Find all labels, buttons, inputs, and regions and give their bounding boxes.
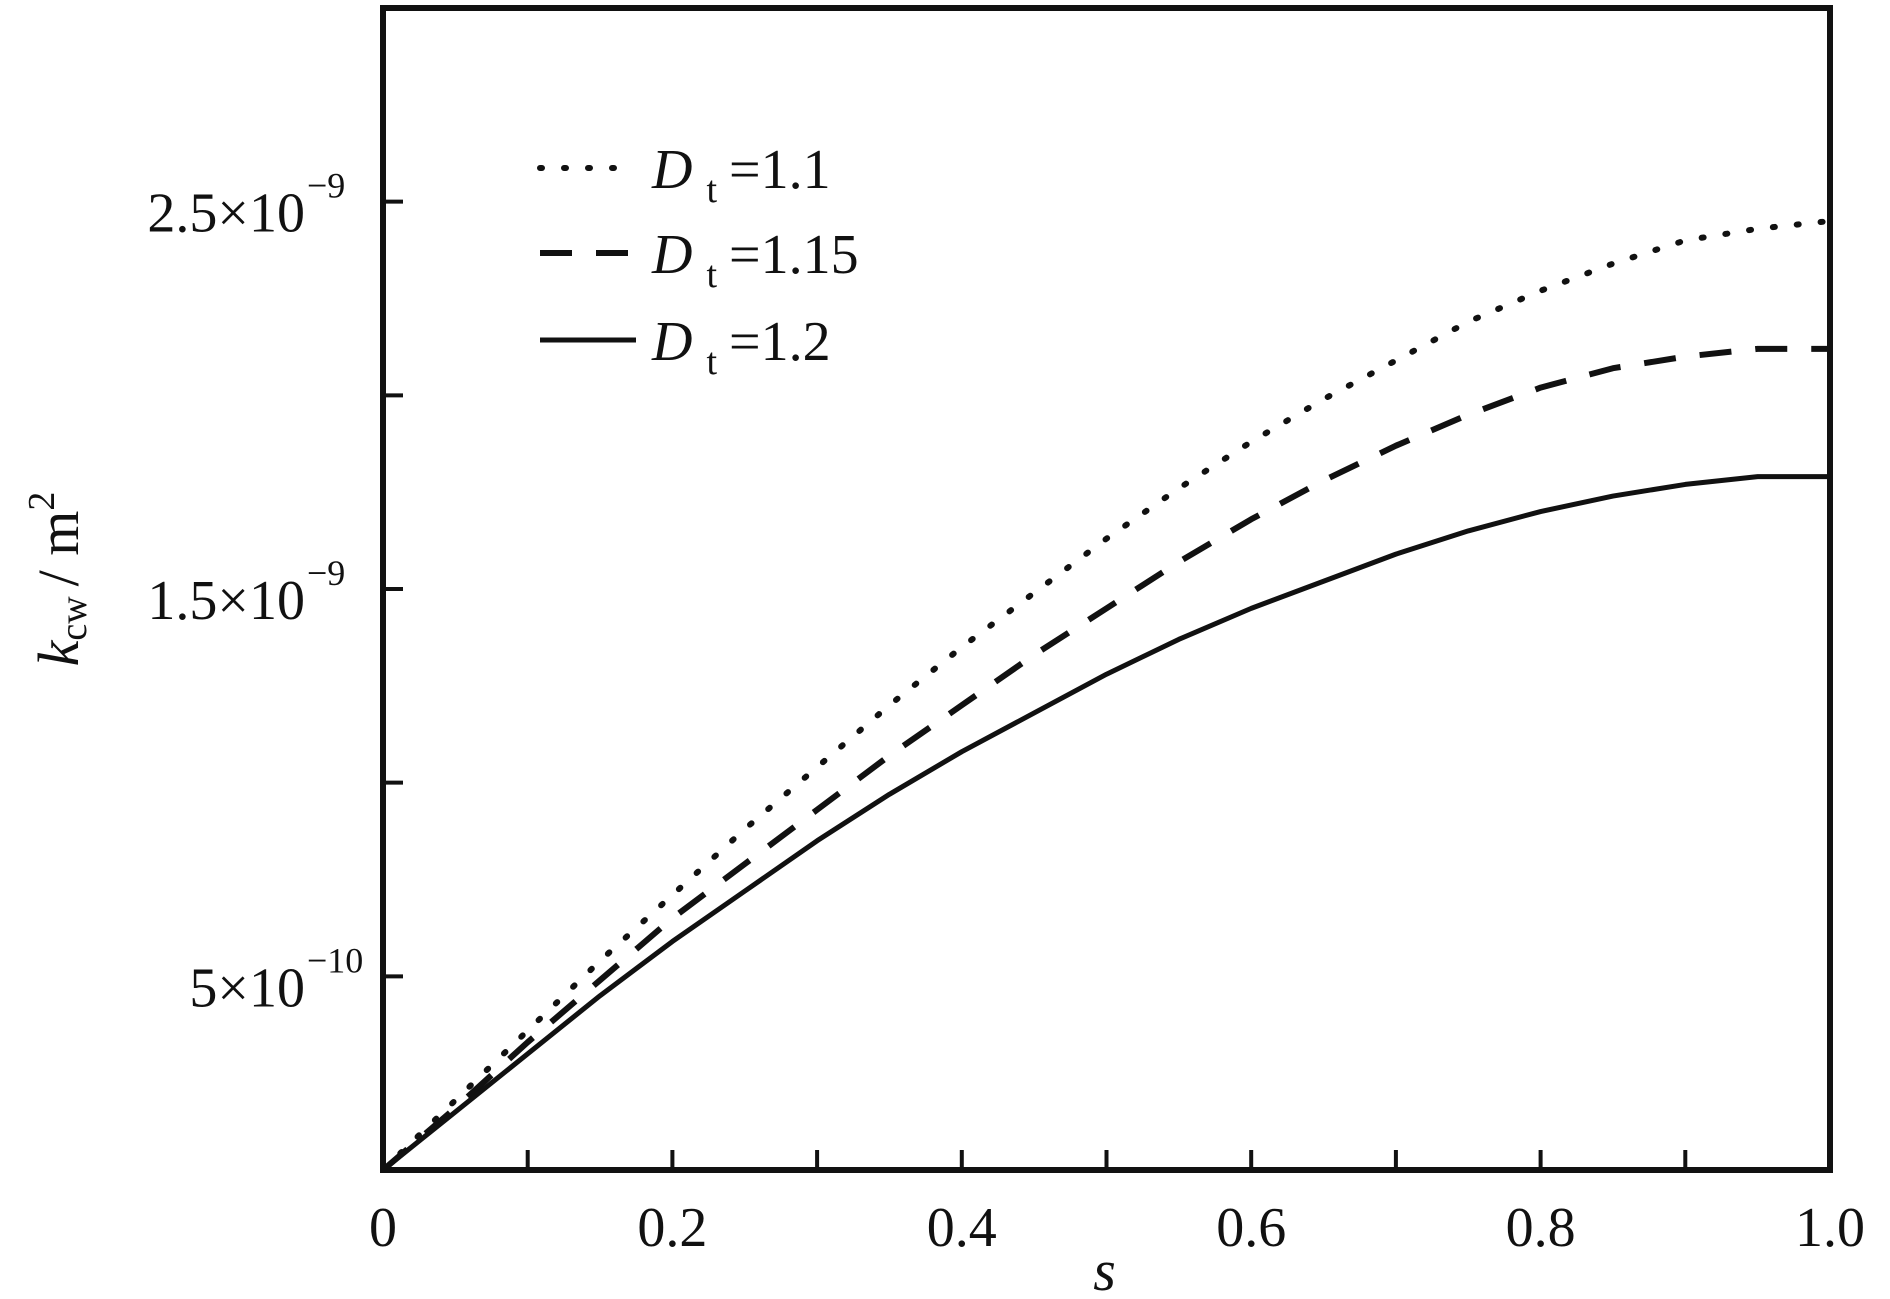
x-tick-label: 0.8 [1506, 1197, 1576, 1259]
ticks-layer [383, 199, 1688, 1170]
y-tick-label-mantissa: 5×10 [189, 957, 305, 1019]
y-tick-label-exponent: −10 [307, 940, 363, 980]
series-line-dotted [380, 218, 1833, 1173]
y-tick-label-exponent: −9 [307, 553, 345, 593]
x-tick-label: 0.6 [1216, 1197, 1286, 1259]
labels-layer: 0 0.2 0.4 0.6 0.8 1.05×10 −101.5×10 −92.5×10 −9 [147, 166, 1865, 1259]
y-axis-title-exponent: 2 [21, 492, 63, 511]
x-tick-label: 0.2 [637, 1197, 707, 1259]
y-axis-title-subscript: cw [53, 596, 95, 641]
y-axis-title-symbol: k [26, 639, 91, 666]
y-tick-label: 5×10 −10 [189, 940, 363, 1019]
x-tick-label: 0 [369, 1197, 397, 1259]
y-tick-label: 2.5×10 −9 [147, 166, 345, 245]
y-tick-label-mantissa: 1.5×10 [147, 570, 305, 632]
y-tick-label: 1.5×10 −9 [147, 553, 345, 632]
x-axis-title: s [1093, 1238, 1116, 1299]
series-line-dashed [381, 345, 1830, 1173]
x-tick-label: 1.0 [1795, 1197, 1865, 1259]
series-line-solid [381, 474, 1830, 1172]
y-axis-title: kcw / m2 [21, 492, 95, 667]
series-layer [380, 218, 1833, 1173]
x-tick-label: 0.4 [927, 1197, 997, 1259]
y-tick-label-mantissa: 2.5×10 [147, 183, 305, 245]
y-axis-title-unit: / m [26, 511, 91, 587]
y-tick-label-exponent: −9 [307, 166, 345, 206]
